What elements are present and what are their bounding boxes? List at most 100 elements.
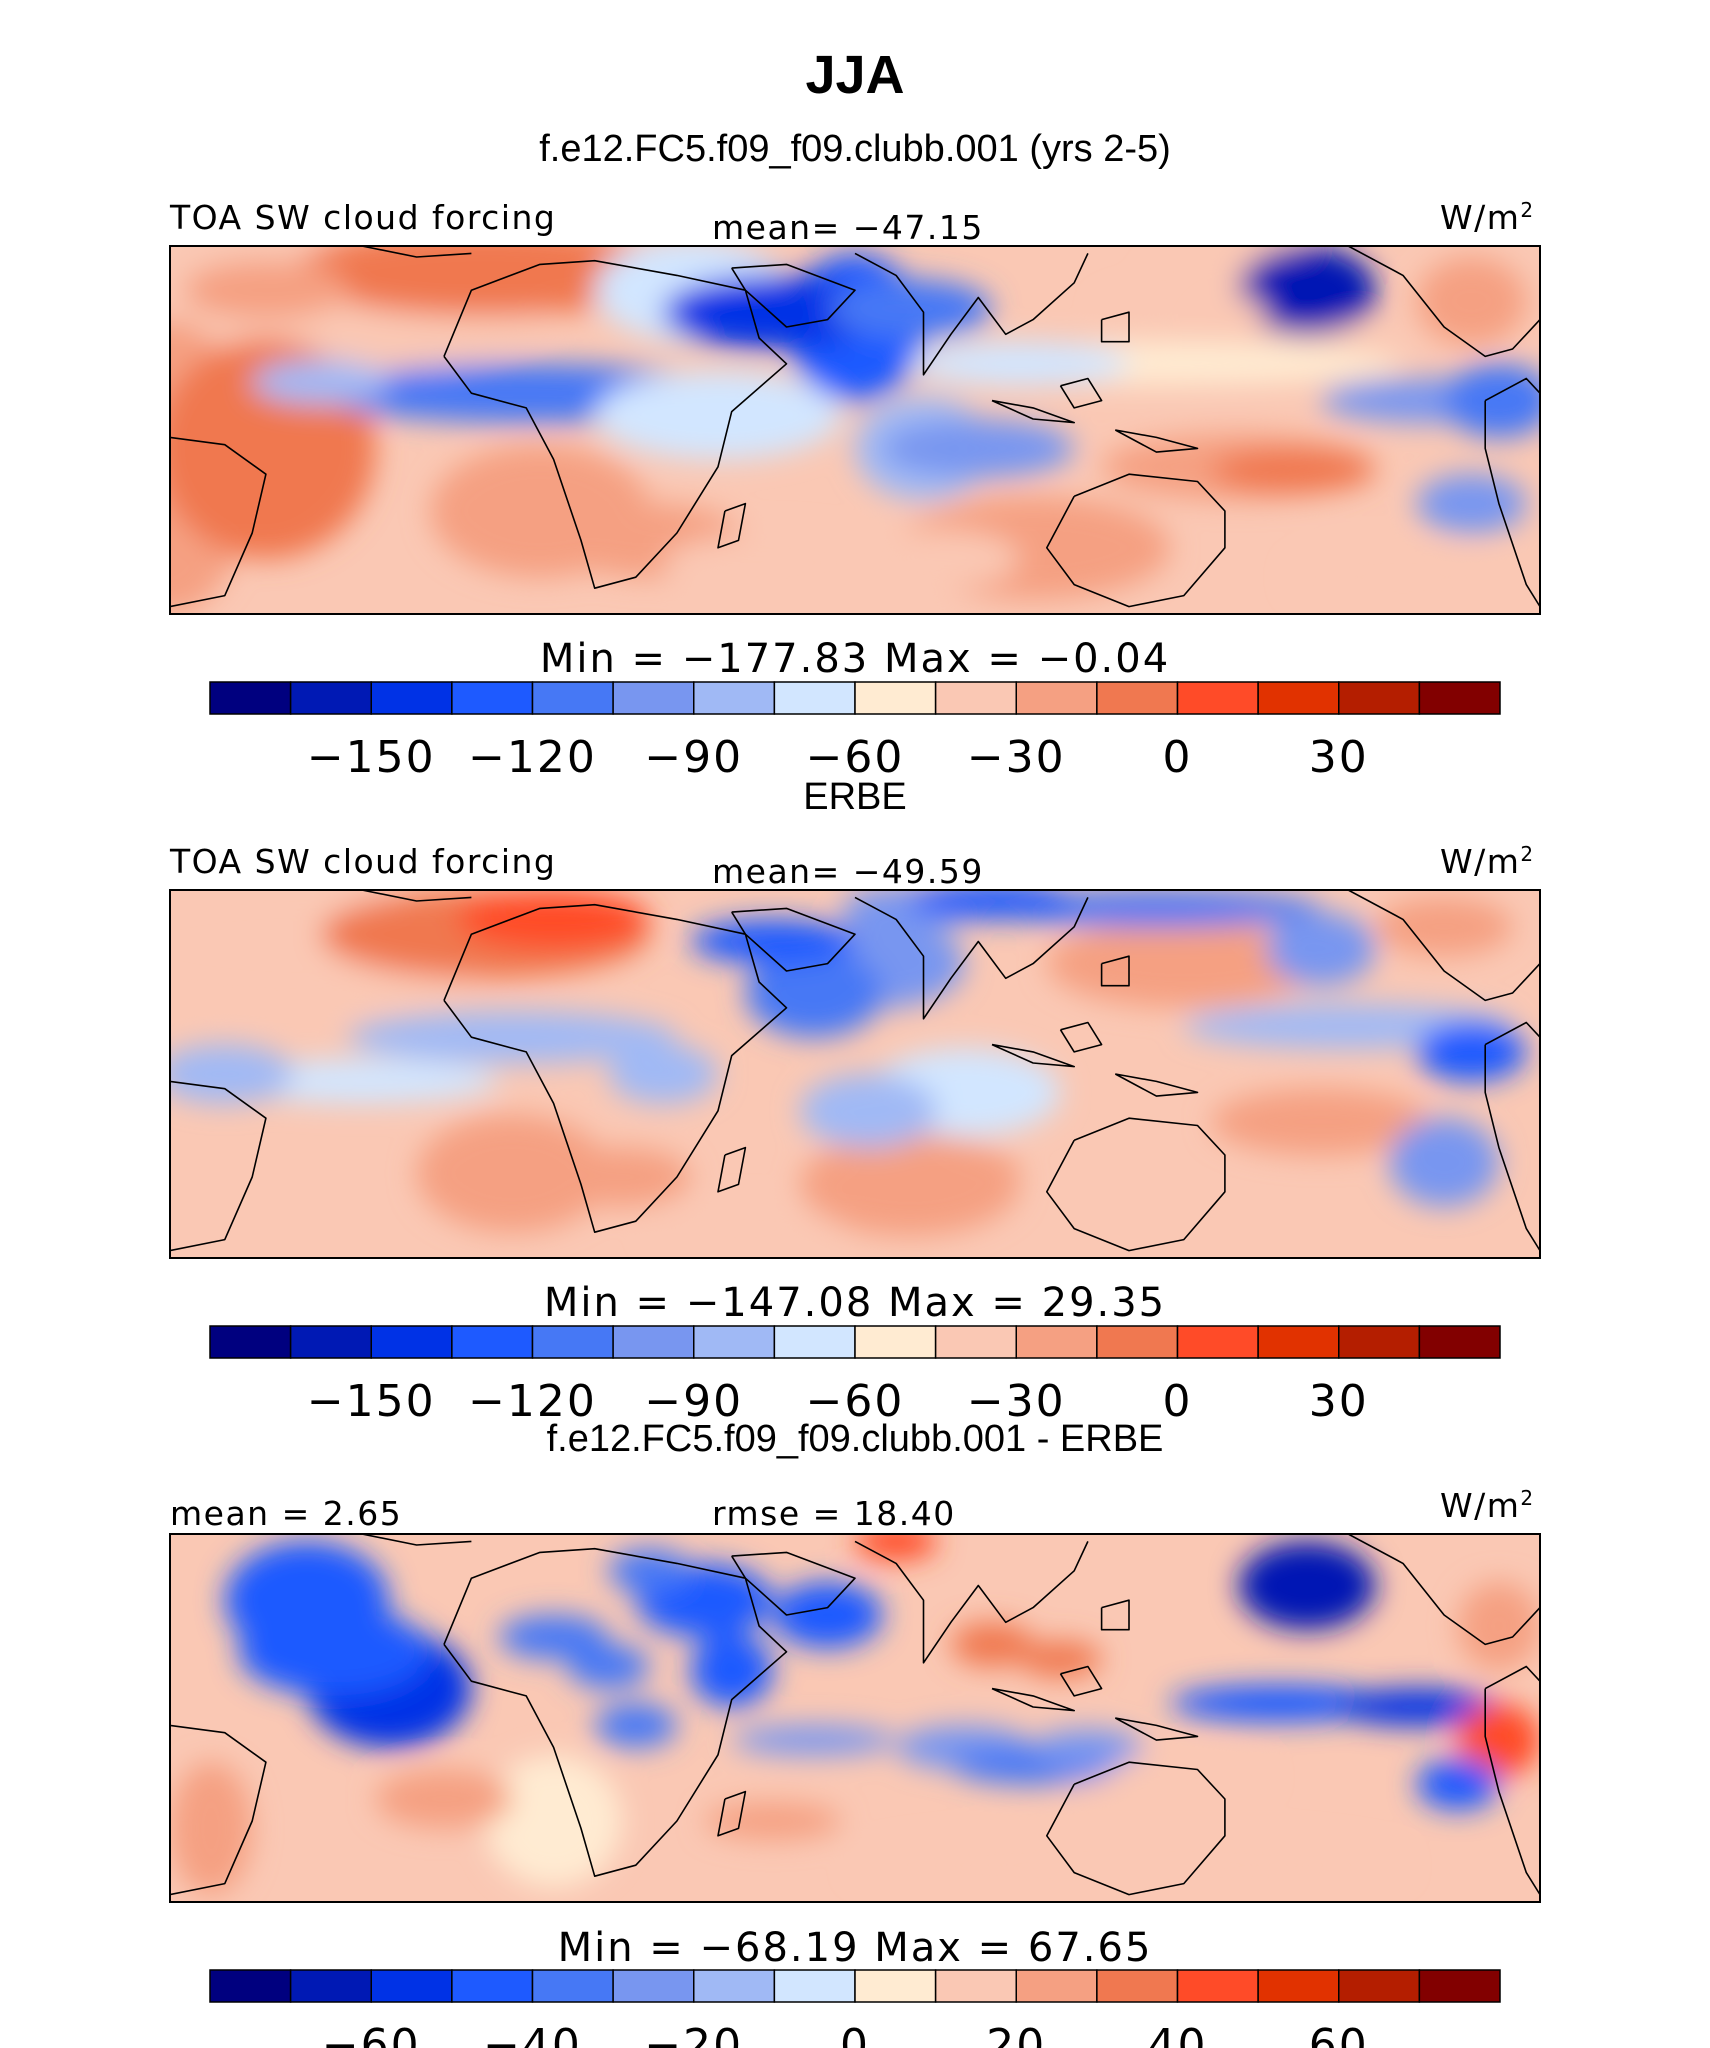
panel-1-colorbar-box <box>289 681 372 715</box>
panel-3-field-region <box>238 1607 431 1696</box>
panel-2-colorbar-box <box>854 1325 937 1359</box>
panel-1-mean-label: mean= −47.15 <box>712 208 984 247</box>
panel-1-field-region <box>882 418 1075 478</box>
panel-1-colorbar-box <box>1418 681 1501 715</box>
panel-1-colorbar-box <box>934 681 1017 715</box>
panel-2-colorbar-box <box>1338 1325 1421 1359</box>
panel-1-colorbar-tick-label: −90 <box>644 732 743 783</box>
panel-1-coastline <box>443 259 788 589</box>
panel-1-colorbar-box <box>612 681 695 715</box>
panel-2-coastline <box>361 890 472 902</box>
panel-3-colorbar-tick-label: 40 <box>1148 2020 1208 2048</box>
panel-3-field-region <box>567 1644 650 1689</box>
panel-2-field-region <box>553 1147 691 1207</box>
panel-2-colorbar-box <box>1176 1325 1259 1359</box>
panel-1-field-region <box>1416 474 1527 534</box>
panel-3-field-region <box>950 1622 1034 1667</box>
panel-2-colorbar-box <box>289 1325 372 1359</box>
panel-2-coastline <box>1347 890 1540 1002</box>
panel-2-field-region <box>909 1147 1020 1192</box>
panel-3-field-region <box>1019 1640 1102 1678</box>
panel-3-field-region <box>690 1633 773 1707</box>
panel-3-field-region <box>170 1762 253 1895</box>
panel-2-coastline <box>991 1043 1075 1068</box>
panel-2-map-frame <box>169 889 1541 1259</box>
panel-2-coastline <box>443 903 788 1233</box>
panel-2-colorbar-tick-label: −60 <box>806 1376 905 1427</box>
panel-2-colorbar-box <box>612 1325 695 1359</box>
panel-1-colorbar-box <box>693 681 776 715</box>
panel-3-colorbar-box <box>612 1969 695 2003</box>
panel-3-coastline <box>1347 1534 1540 1646</box>
panel-2-coastline <box>170 1080 267 1252</box>
panel-2-field-region <box>170 1044 294 1104</box>
panel-1-colorbar-box <box>451 681 534 715</box>
panel-3-colorbar-box <box>1418 1969 1501 2003</box>
panel-3-field-region <box>1033 1729 1143 1766</box>
panel-3-coastline <box>1114 1717 1199 1741</box>
panel-2-colorbar-tick-label: −30 <box>967 1376 1066 1427</box>
panel-1-colorbar-box <box>209 681 292 715</box>
panel-2-colorbar-box <box>1096 1325 1179 1359</box>
panel-2-minmax-label: Min = −147.08 Max = 29.35 <box>543 1280 1167 1326</box>
panel-1-colorbar-box <box>1015 681 1098 715</box>
panel-1-colorbar-box <box>531 681 614 715</box>
panel-3-field-region <box>594 1703 677 1748</box>
panel-3-colorbar-box <box>934 1969 1017 2003</box>
panel-1-units: W/m2 <box>1440 198 1535 237</box>
panel-3-colorbar-box <box>370 1969 453 2003</box>
panel-2-coastline <box>1100 955 1130 987</box>
panel-3-units: W/m2 <box>1440 1486 1535 1525</box>
panel-1-coastline <box>1059 377 1103 409</box>
panel-2-field-region <box>1375 897 1513 957</box>
panel-1-coastline <box>1484 377 1540 608</box>
panel-2-coastline <box>731 907 856 972</box>
panel-2-coastline <box>1114 1073 1199 1097</box>
panel-1-field-region <box>663 533 883 592</box>
panel-3-field-region <box>1334 1688 1499 1726</box>
panel-1-field-region <box>1293 547 1513 607</box>
panel-3-colorbar-box <box>1176 1969 1259 2003</box>
panel-2-units: W/m2 <box>1440 842 1535 881</box>
panel-2-field-region <box>992 890 1321 927</box>
panel-2-field-region <box>909 890 1075 920</box>
panel-2-field-region <box>800 1074 938 1148</box>
panel-3-mean-label: mean = 2.65 <box>170 1494 403 1533</box>
panel-1-coastline <box>717 502 747 549</box>
panel-3-coastline <box>1100 1599 1130 1631</box>
panel-3-colorbar-box <box>289 1969 372 2003</box>
panel-2-coastline <box>1059 1021 1103 1053</box>
panel-3-colorbar-tick-label: 0 <box>840 2020 870 2048</box>
panel-1-coastline <box>1114 429 1199 453</box>
panel-3-colorbar-tick-label: 60 <box>1309 2020 1369 2048</box>
panel-1-colorbar-box <box>854 681 937 715</box>
panel-1-colorbar-box <box>1338 681 1421 715</box>
panel-3-colorbar-box <box>693 1969 776 2003</box>
panel-2-field-region <box>608 1044 718 1104</box>
panel-2-colorbar-box <box>531 1325 614 1359</box>
panel-1-colorbar-tick-label: −60 <box>806 732 905 783</box>
panel-3-colorbar-box <box>854 1969 937 2003</box>
panel-3-field-region <box>1457 1581 1540 1671</box>
panel-3-field-region <box>855 1534 938 1560</box>
panel-2-colorbar: −150 −120 −90 −60 −30 0 30 <box>209 1325 1501 1427</box>
panel-1-field-region <box>1211 448 1376 493</box>
panel-2-field-region <box>649 1206 842 1251</box>
panel-2-field-region <box>224 1059 499 1104</box>
panel-3-rmse-label: rmse = 18.40 <box>712 1494 956 1533</box>
panel-2-variable-label: TOA SW cloud forcing <box>170 842 557 881</box>
panel-2-field-region <box>690 919 855 964</box>
panel-2-mean-label: mean= −49.59 <box>712 852 984 891</box>
panel-1-variable-label: TOA SW cloud forcing <box>170 198 557 237</box>
panel-1-coastline <box>991 399 1075 424</box>
panel-2-colorbar-tick-label: 30 <box>1309 1376 1369 1427</box>
panel-3-colorbar-box <box>1338 1969 1421 2003</box>
panel-3-coastline <box>991 1687 1075 1712</box>
panel-3-colorbar-tick-label: −60 <box>322 2020 421 2048</box>
panel-1-coastline <box>731 263 856 328</box>
panel-1-colorbar-box <box>1176 681 1259 715</box>
panel-1-coastline <box>170 436 267 608</box>
panel-3-coastline <box>854 1540 1089 1664</box>
panel-1-field-region <box>663 275 883 350</box>
panel-3-map-frame <box>169 1533 1541 1903</box>
